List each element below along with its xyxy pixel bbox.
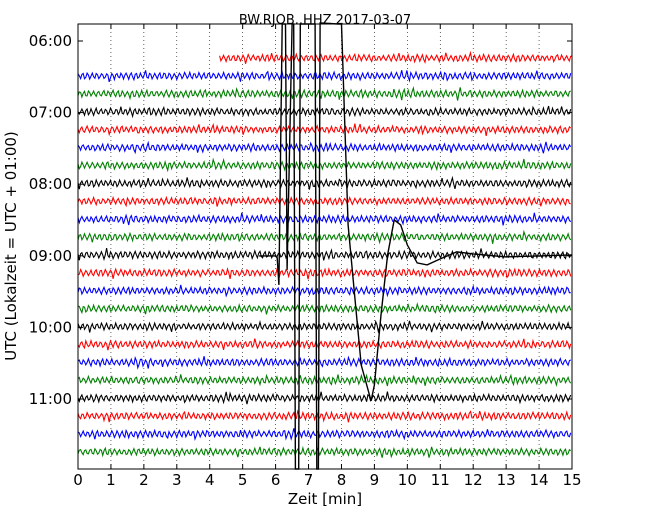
earthquake-signal	[259, 22, 573, 470]
x-tick-label: 4	[205, 471, 215, 489]
x-tick-label: 11	[431, 471, 450, 489]
trace-line	[77, 248, 572, 262]
x-tick-label: 7	[304, 471, 314, 489]
x-tick-label: 15	[562, 471, 581, 489]
x-tick-label: 10	[398, 471, 417, 489]
x-tick-label: 9	[370, 471, 380, 489]
trace-line	[77, 69, 572, 83]
y-axis-label: UTC (Lokalzeit = UTC + 01:00)	[2, 131, 20, 361]
trace-line	[77, 105, 572, 119]
trace-line	[77, 229, 572, 245]
x-axis-label: Zeit [min]	[288, 490, 362, 508]
x-tick-label: 0	[73, 471, 83, 489]
trace-line	[77, 319, 572, 334]
trace-group	[77, 22, 573, 470]
y-tick-label: 10:00	[29, 318, 72, 336]
plot-frame	[77, 23, 573, 470]
trace-line	[77, 195, 571, 208]
trace-line	[77, 338, 572, 351]
y-axis-ticks: 06:00 07:00 08:00 09:00 10:00 11:00	[29, 32, 572, 408]
trace-line	[77, 355, 572, 370]
trace-line	[77, 409, 572, 423]
trace-line	[77, 85, 571, 101]
trace-line	[219, 50, 573, 65]
y-tick-label: 07:00	[29, 104, 72, 122]
x-tick-label: 13	[497, 471, 516, 489]
x-tick-label: 12	[464, 471, 483, 489]
x-tick-label: 1	[106, 471, 116, 489]
x-tick-label: 3	[172, 471, 182, 489]
trace-line	[77, 140, 572, 155]
trace-line	[77, 122, 572, 137]
trace-line	[77, 428, 572, 442]
y-tick-label: 09:00	[29, 247, 72, 265]
trace-line	[77, 391, 572, 405]
x-tick-label: 5	[238, 471, 248, 489]
grid-lines	[110, 24, 540, 469]
trace-line	[78, 302, 572, 315]
trace-line	[77, 175, 572, 190]
trace-line	[77, 157, 572, 173]
y-tick-label: 11:00	[29, 390, 72, 408]
trace-line	[77, 284, 571, 298]
trace-line	[77, 212, 572, 226]
x-tick-label: 2	[139, 471, 149, 489]
trace-line	[77, 445, 572, 459]
x-tick-label: 6	[271, 471, 281, 489]
y-tick-label: 06:00	[29, 32, 72, 50]
x-axis-ticks: 0 1 2 3 4 5 6 7 8 9 10 11 12 13 14 15	[73, 24, 582, 489]
trace-line	[77, 266, 572, 280]
chart-title: BW.RJOB..HHZ 2017-03-07	[239, 13, 411, 28]
x-tick-label: 8	[337, 471, 347, 489]
x-tick-label: 14	[530, 471, 549, 489]
y-tick-label: 08:00	[29, 175, 72, 193]
trace-line	[77, 373, 572, 387]
